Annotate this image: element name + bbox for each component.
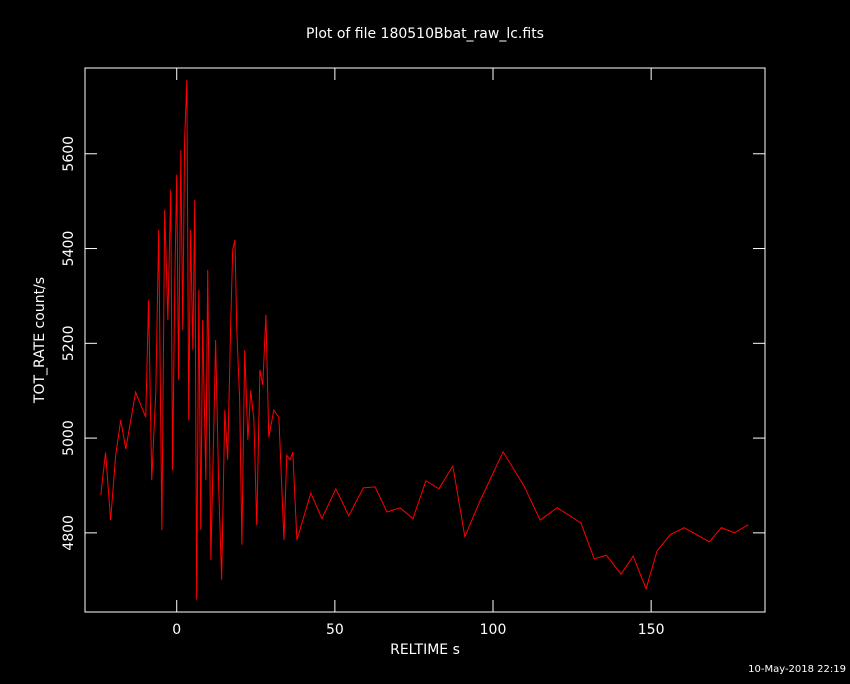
y-tick-label: 5000: [61, 420, 77, 456]
chart-title: Plot of file 180510Bbat_raw_lc.fits: [306, 26, 544, 42]
data-line: [100, 79, 749, 600]
x-tick-label: 150: [638, 622, 665, 638]
y-tick-label: 5400: [61, 231, 77, 267]
y-tick-label: 5600: [61, 136, 77, 172]
timestamp: 10-May-2018 22:19: [748, 664, 846, 675]
y-tick-label: 5200: [61, 325, 77, 361]
x-axis-label: RELTIME s: [390, 642, 460, 658]
x-tick-label: 100: [480, 622, 507, 638]
y-tick-label: 4800: [61, 515, 77, 551]
plot-frame: [84, 67, 766, 613]
x-tick-label: 0: [172, 622, 181, 638]
y-axis-label: TOT_RATE count/s: [32, 277, 48, 404]
x-tick-label: 50: [326, 622, 344, 638]
